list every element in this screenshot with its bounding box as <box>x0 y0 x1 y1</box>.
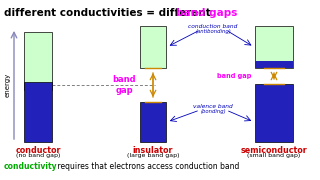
Text: band gap: band gap <box>217 73 251 79</box>
Text: energy: energy <box>5 73 11 97</box>
Bar <box>24 82 52 142</box>
Bar <box>140 102 166 142</box>
Bar <box>255 61 293 68</box>
Text: (bonding): (bonding) <box>200 109 226 114</box>
Text: conductor: conductor <box>15 146 61 155</box>
Text: conductivity: conductivity <box>4 162 58 171</box>
Text: (small band gap): (small band gap) <box>247 153 300 158</box>
Text: (no band gap): (no band gap) <box>16 153 60 158</box>
Bar <box>255 26 293 68</box>
Text: different conductivities = different: different conductivities = different <box>4 8 214 18</box>
Text: (large band gap): (large band gap) <box>127 153 179 158</box>
Bar <box>140 26 166 68</box>
Text: valence band: valence band <box>193 105 233 109</box>
Bar <box>255 84 293 142</box>
Text: band
gap: band gap <box>112 75 136 95</box>
Bar <box>24 32 52 90</box>
Text: (antibonding): (antibonding) <box>195 30 231 35</box>
Text: requires that electrons access conduction band: requires that electrons access conductio… <box>55 162 239 171</box>
Text: semiconductor: semiconductor <box>241 146 308 155</box>
Text: conduction band: conduction band <box>188 24 238 30</box>
Text: band gaps: band gaps <box>176 8 237 18</box>
Text: insulator: insulator <box>133 146 173 155</box>
